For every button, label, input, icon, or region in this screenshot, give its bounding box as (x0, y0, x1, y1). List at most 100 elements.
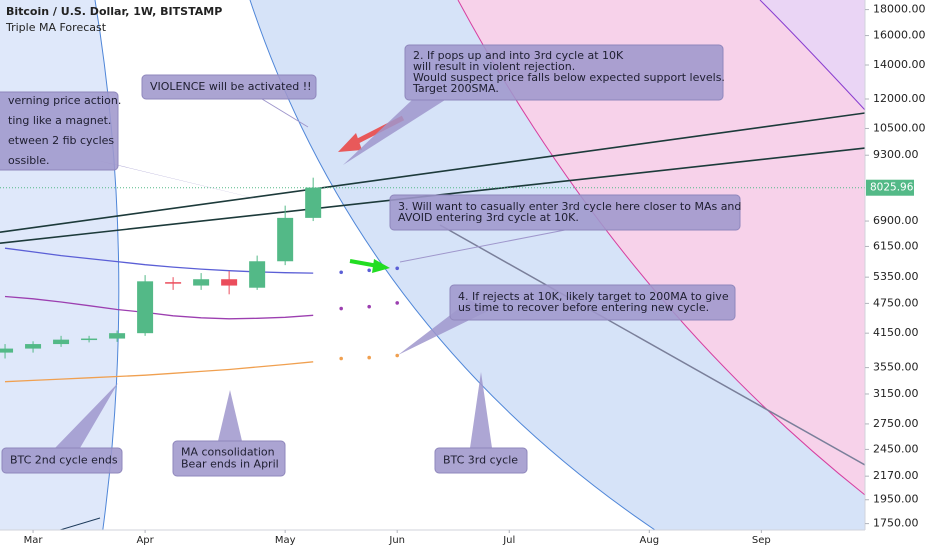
cycle-region (458, 0, 865, 495)
arrow-head (372, 259, 390, 273)
annotation-text: Target 200SMA. (412, 82, 499, 95)
y-tick-label: 12000.00 (873, 92, 926, 105)
last-price-label: 8025.96 (870, 182, 914, 194)
y-tick-label: 6900.00 (873, 214, 919, 227)
moving-average (4, 295, 314, 320)
cycle-arc (759, 0, 865, 111)
callout-pointer (218, 390, 242, 441)
y-tick-label: 1750.00 (873, 517, 919, 530)
y-tick-label: 3150.00 (873, 387, 919, 400)
trend-line (0, 112, 865, 233)
annotation-text: AVOID entering 3rd cycle at 10K. (398, 211, 579, 224)
forecast-dot (395, 266, 400, 271)
y-tick-label: 9300.00 (873, 148, 919, 161)
y-tick-label: 10500.00 (873, 121, 926, 134)
annotation-box (141, 74, 317, 100)
cycle-arc (58, 517, 101, 530)
annotation-box (434, 447, 528, 474)
annotation-text: ossible. (8, 154, 50, 167)
chart-title: Bitcoin / U.S. Dollar, 1W, BITSTAMP (6, 5, 222, 18)
annotation-box (0, 91, 119, 171)
y-tick-label: 14000.00 (873, 58, 926, 71)
callout-pointer (261, 98, 309, 128)
candle-body (221, 279, 238, 286)
candle-body (25, 344, 42, 349)
candle-body (53, 339, 70, 345)
forecast-dot (395, 301, 400, 305)
callouts (55, 98, 566, 448)
annotation-text: 2. If pops up and into 3rd cycle at 10K (413, 49, 624, 62)
callout-pointer (343, 100, 445, 165)
candle-body (81, 338, 98, 341)
callout-pointer (399, 229, 566, 263)
y-tick-label: 3550.00 (873, 361, 919, 374)
x-tick-label: Jul (502, 535, 515, 546)
y-tick-label: 2450.00 (873, 442, 919, 455)
annotation-text: ting like a magnet. (8, 114, 111, 127)
annotation-box (449, 284, 736, 321)
forecast-dot (339, 356, 343, 361)
forecast-dot (339, 270, 343, 275)
annotation-text: Bear ends in April (181, 458, 279, 471)
drawing-line (439, 224, 865, 466)
candle-body (109, 333, 126, 339)
y-tick-label: 4750.00 (873, 296, 919, 309)
annotation-text: BTC 2nd cycle ends (10, 454, 118, 467)
last-price-tag (866, 179, 914, 196)
annotation-text: BTC 3rd cycle (443, 454, 518, 467)
cycle-region (250, 0, 865, 530)
annotation-text: verning price action. (8, 94, 121, 107)
annotation-text: 4. If rejects at 10K, likely target to 2… (458, 290, 729, 303)
y-tick-label: 18000.00 (873, 3, 926, 16)
arrow-head (338, 133, 362, 152)
x-tick-label: Apr (136, 535, 154, 546)
cycle-region (760, 0, 865, 110)
annotation-text: VIOLENCE will be activated !! (150, 80, 312, 93)
axes: 18000.00 16000.00 14000.00 12000.00 10500.00… (24, 3, 926, 546)
candle-body (165, 282, 182, 284)
callout-pointer (95, 160, 262, 200)
annotation-text: etween 2 fib cycles (8, 134, 114, 147)
candle-body (277, 217, 294, 262)
annotation-box (1, 447, 123, 474)
forecast-dot (367, 355, 371, 360)
price-axis (865, 0, 932, 550)
x-tick-label: Mar (24, 535, 44, 546)
annotations: VIOLENCE will be activated !! 2. If pops … (0, 44, 741, 477)
candle-body (0, 348, 14, 353)
annotation-text: MA consolidation (181, 446, 275, 459)
annotation-box (389, 194, 741, 231)
callout-pointer (55, 383, 118, 448)
y-tick-label: 5350.00 (873, 270, 919, 283)
callout-pointer (470, 372, 492, 448)
y-tick-label: 2170.00 (873, 469, 919, 482)
y-tick-label: 16000.00 (873, 29, 926, 42)
time-axis (0, 530, 865, 550)
candle-body (137, 281, 154, 334)
cycle-arc (94, 0, 120, 530)
annotation-text: us time to recover before entering new c… (458, 301, 709, 314)
candle-body (193, 279, 210, 286)
chart-subtitle: Triple MA Forecast (5, 21, 107, 34)
y-tick-label: 1950.00 (873, 493, 919, 506)
y-tick-label: 4150.00 (873, 326, 919, 339)
forecast-dot (367, 304, 371, 309)
candle-body (305, 187, 322, 218)
annotation-text: 3. Will want to casually enter 3rd cycle… (398, 200, 741, 213)
y-tick-label: 2750.00 (873, 417, 919, 430)
candle-body (249, 261, 266, 288)
y-tick-label: 6150.00 (873, 239, 919, 252)
moving-average (4, 361, 314, 383)
x-tick-label: Aug (640, 535, 660, 546)
forecast-dot (339, 306, 343, 311)
forecast-dot (395, 353, 400, 358)
x-tick-label: Jun (388, 535, 405, 546)
x-tick-label: May (275, 535, 296, 546)
x-tick-label: Sep (752, 535, 771, 546)
annotation-box (404, 44, 724, 101)
forecast-dot (367, 268, 371, 273)
annotation-box (172, 440, 286, 477)
annotation-text: Would suspect price falls below expected… (413, 71, 725, 84)
annotation-text: will result in violent rejection. (413, 60, 575, 73)
